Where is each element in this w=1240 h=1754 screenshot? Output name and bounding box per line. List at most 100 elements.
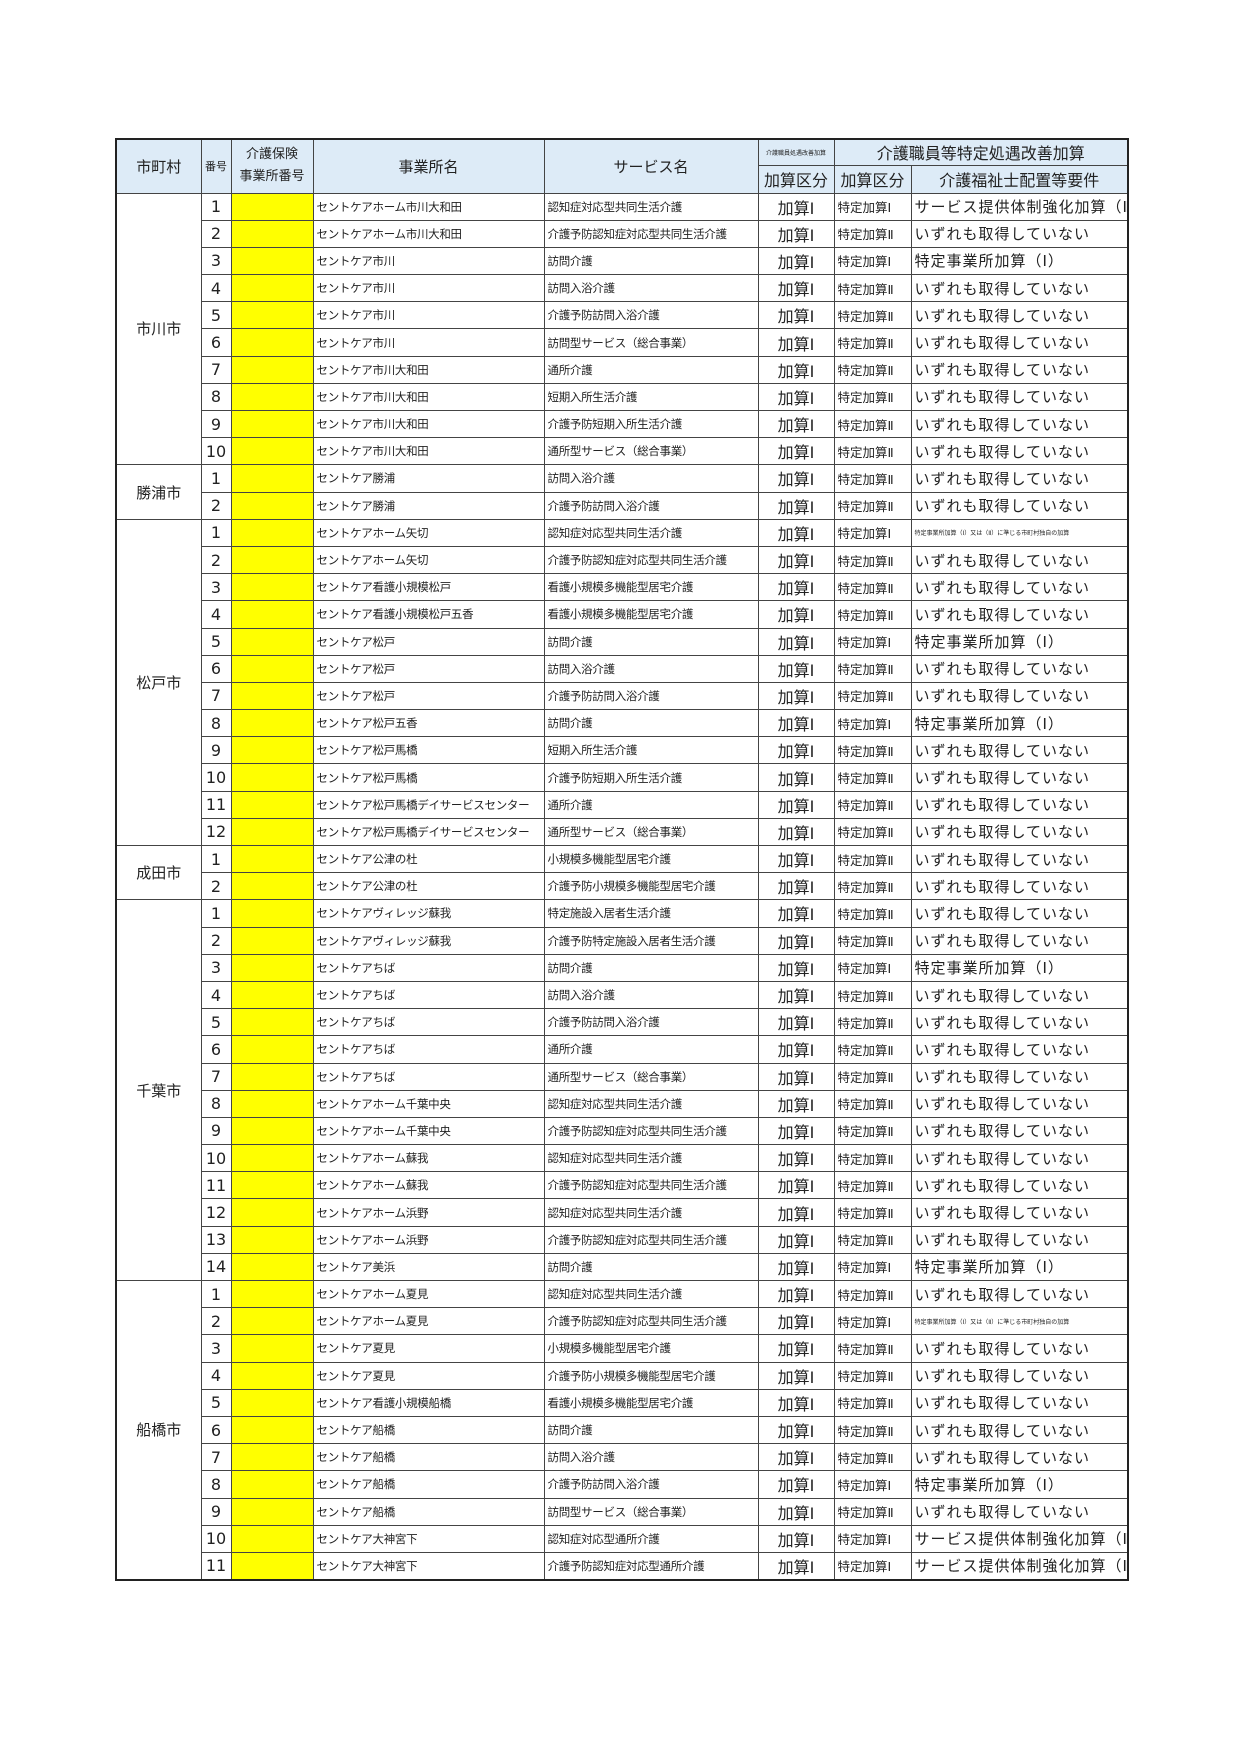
row-number: 9	[200, 409, 232, 439]
tokutei-kasan-kubun: 特定加算Ⅱ	[833, 545, 912, 575]
tokutei-kasan-kubun: 特定加算Ⅱ	[833, 437, 912, 466]
service-name: 介護予防認知症対応型共同生活介護	[543, 1307, 759, 1336]
tokutei-kasan-kubun: 特定加算Ⅰ	[833, 1524, 912, 1553]
tokutei-kasan-kubun: 特定加算Ⅱ	[833, 301, 912, 330]
row-number: 12	[200, 1198, 232, 1227]
row-number: 2	[200, 1307, 232, 1336]
requirement: 特定事業所加算（Ⅰ）	[910, 709, 1129, 738]
service-name: 訪問介護	[543, 1252, 759, 1282]
requirement: サービス提供体制強化加算（Ⅱ）	[910, 1524, 1129, 1553]
table-row: 7 セントケア松戸 介護予防訪問入浴介護 加算Ⅰ 特定加算Ⅱ いずれも取得していない	[116, 681, 1129, 711]
row-number: 3	[200, 1334, 232, 1363]
tokutei-kasan-kubun: 特定加算Ⅱ	[833, 1089, 912, 1118]
office-code-cell	[230, 219, 314, 248]
row-number: 12	[200, 817, 232, 847]
service-name: 認知症対応型共同生活介護	[543, 1279, 759, 1309]
office-code-cell	[230, 1116, 314, 1146]
service-name: 介護予防訪問入浴介護	[543, 301, 759, 330]
service-name: 介護予防認知症対応型共同生活介護	[543, 1225, 759, 1254]
row-number: 6	[200, 1415, 232, 1445]
table-row: 12 セントケアホーム浜野 認知症対応型共同生活介護 加算Ⅰ 特定加算Ⅱ いずれも取得して…	[116, 1198, 1129, 1227]
table-row: 成田市 1 セントケア公津の杜 小規模多機能型居宅介護 加算Ⅰ 特定加算Ⅱ いずれも取得して…	[115, 844, 1129, 901]
kasan-table: 市町村 番号 介護保険 事業所番号 事業所名 サービス名 介護職員処遇改善加算 …	[115, 138, 1130, 1581]
office-name: セントケアホーム市川大和田	[312, 192, 545, 221]
office-code-cell	[230, 1062, 314, 1091]
tokutei-kasan-kubun: 特定加算Ⅱ	[833, 409, 912, 439]
table-row: 2 セントケアホーム矢切 介護予防認知症対応型共同生活介護 加算Ⅰ 特定加算Ⅱ いずれも取…	[116, 545, 1129, 575]
office-name: セントケアホーム千葉中央	[312, 1089, 545, 1118]
row-number: 1	[200, 844, 232, 874]
service-name: 小規模多機能型居宅介護	[543, 1334, 759, 1363]
office-code-cell	[230, 953, 314, 982]
row-number: 5	[200, 1008, 232, 1037]
office-code-cell	[230, 328, 314, 357]
kaizen-kasan-kubun: 加算Ⅰ	[757, 709, 835, 738]
service-name: 介護予防訪問入浴介護	[543, 681, 759, 711]
kaizen-kasan-kubun: 加算Ⅰ	[757, 1062, 835, 1091]
tokutei-kasan-kubun: 特定加算Ⅰ	[833, 1470, 912, 1499]
office-name: セントケア松戸馬橋	[312, 763, 545, 792]
service-name: 認知症対応型共同生活介護	[543, 518, 759, 547]
requirement: いずれも取得していない	[910, 545, 1129, 575]
table-row: 千葉市 1 セントケアヴィレッジ蘇我 特定施設入居者生活介護 加算Ⅰ 特定加算Ⅱ いずれも取…	[115, 899, 1129, 1281]
requirement: いずれも取得していない	[910, 1361, 1129, 1390]
kaizen-kasan-kubun: 加算Ⅰ	[757, 328, 835, 357]
office-name: セントケアホーム浜野	[312, 1198, 545, 1227]
requirement: いずれも取得していない	[910, 464, 1129, 493]
table-row: 勝浦市 1 セントケア勝浦 訪問入浴介護 加算Ⅰ 特定加算Ⅱ いずれも取得していない	[115, 464, 1129, 520]
tokutei-kasan-kubun: 特定加算Ⅱ	[833, 763, 912, 792]
office-code-cell	[230, 1443, 314, 1472]
row-number: 1	[200, 192, 232, 221]
kaizen-kasan-kubun: 加算Ⅰ	[757, 1443, 835, 1472]
office-code-cell	[230, 1361, 314, 1390]
row-number: 3	[200, 953, 232, 982]
requirement: いずれも取得していない	[910, 899, 1129, 928]
office-code-cell	[230, 1524, 314, 1553]
service-name: 通所型サービス（総合事業）	[543, 1062, 759, 1091]
office-name: セントケア勝浦	[312, 464, 545, 493]
tokutei-kasan-kubun: 特定加算Ⅱ	[833, 274, 912, 303]
office-code-cell	[230, 355, 314, 384]
header-service: サービス名	[543, 138, 759, 194]
tokutei-kasan-kubun: 特定加算Ⅱ	[833, 1415, 912, 1445]
table-row: 2 セントケアヴィレッジ蘇我 介護予防特定施設入居者生活介護 加算Ⅰ 特定加算Ⅱ いずれも…	[116, 926, 1129, 955]
tokutei-kasan-kubun: 特定加算Ⅱ	[833, 654, 912, 683]
tokutei-kasan-kubun: 特定加算Ⅱ	[833, 980, 912, 1010]
office-name: セントケア勝浦	[312, 491, 545, 520]
office-name: セントケア市川大和田	[312, 355, 545, 384]
requirement: いずれも取得していない	[910, 1062, 1129, 1091]
office-name: セントケア看護小規模松戸五香	[312, 600, 545, 629]
kaizen-kasan-kubun: 加算Ⅰ	[757, 627, 835, 656]
row-number: 10	[200, 1144, 232, 1173]
office-code-cell	[230, 1171, 314, 1200]
service-name: 訪問介護	[543, 709, 759, 738]
requirement: いずれも取得していない	[910, 1008, 1129, 1037]
tokutei-kasan-kubun: 特定加算Ⅱ	[833, 1008, 912, 1037]
kaizen-kasan-kubun: 加算Ⅰ	[757, 844, 835, 874]
table-row: 9 セントケア松戸馬橋 短期入所生活介護 加算Ⅰ 特定加算Ⅱ いずれも取得していない	[116, 736, 1129, 765]
office-name: セントケア公津の杜	[312, 844, 545, 874]
service-name: 看護小規模多機能型居宅介護	[543, 573, 759, 602]
row-number: 6	[200, 654, 232, 683]
requirement: いずれも取得していない	[910, 1116, 1129, 1146]
office-code-cell	[230, 1225, 314, 1254]
service-name: 介護予防小規模多機能型居宅介護	[543, 872, 759, 901]
office-code-cell	[230, 274, 314, 303]
requirement: いずれも取得していない	[910, 654, 1129, 683]
header-num: 番号	[200, 138, 232, 194]
service-name: 介護予防短期入所生活介護	[543, 763, 759, 792]
requirement: いずれも取得していない	[910, 1334, 1129, 1363]
tokutei-kasan-kubun: 特定加算Ⅰ	[833, 1551, 912, 1581]
office-name: セントケア船橋	[312, 1470, 545, 1499]
requirement: いずれも取得していない	[910, 844, 1129, 874]
service-name: 介護予防訪問入浴介護	[543, 1008, 759, 1037]
service-name: 通所介護	[543, 790, 759, 819]
office-name: セントケア船橋	[312, 1443, 545, 1472]
office-name: セントケア松戸馬橋デイサービスセンター	[312, 790, 545, 819]
kaizen-kasan-kubun: 加算Ⅰ	[757, 899, 835, 928]
kaizen-kasan-kubun: 加算Ⅰ	[757, 545, 835, 575]
tokutei-kasan-kubun: 特定加算Ⅱ	[833, 1171, 912, 1200]
office-code-cell	[230, 301, 314, 330]
table-row: 10 セントケアホーム蘇我 認知症対応型共同生活介護 加算Ⅰ 特定加算Ⅱ いずれも取得して…	[116, 1144, 1129, 1173]
table-row: 6 セントケアちば 通所介護 加算Ⅰ 特定加算Ⅱ いずれも取得していない	[116, 1035, 1129, 1064]
